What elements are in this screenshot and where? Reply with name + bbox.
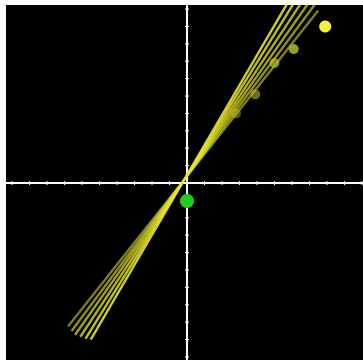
fitted-lines [67,5,320,341]
data-points [180,20,332,208]
axes [6,5,363,360]
data-point-3 [269,57,280,68]
data-point-4 [288,44,299,55]
data-point-5 [319,20,332,33]
data-point-2 [250,89,261,100]
origin-point [180,194,194,208]
data-point-1 [230,108,241,119]
fitted-line-6 [89,5,288,341]
